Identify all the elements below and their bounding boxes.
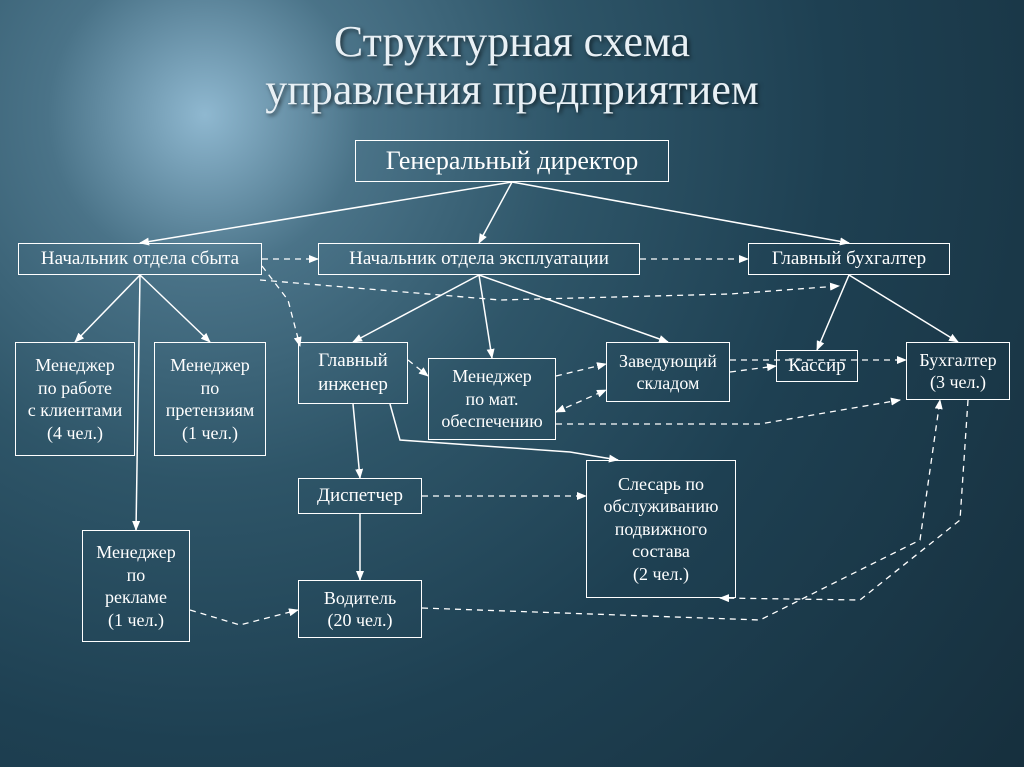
edge-dashed: [556, 364, 606, 376]
edge-solid: [136, 275, 140, 530]
node-mgr_clients: Менеджерпо работес клиентами(4 чел.): [15, 342, 135, 456]
edge-dashed: [260, 280, 839, 300]
node-mgr_ads: Менеджерпорекламе(1 чел.): [82, 530, 190, 642]
edge-dashed: [408, 360, 428, 376]
node-chief_acc: Главный бухгалтер: [748, 243, 950, 275]
slide-title: Структурная схемауправления предприятием: [0, 18, 1024, 115]
edge-dashed: [730, 366, 776, 372]
node-cashier: Кассир: [776, 350, 858, 382]
edge-solid: [512, 182, 849, 243]
edge-solid: [817, 275, 849, 350]
edge-solid: [75, 275, 140, 342]
node-gen_dir: Генеральный директор: [355, 140, 669, 182]
edge-solid: [353, 275, 479, 342]
edge-dashed: [190, 610, 298, 625]
edge-solid: [479, 275, 668, 342]
edge-solid: [479, 275, 492, 358]
node-dispatcher: Диспетчер: [298, 478, 422, 514]
edge-dashed: [556, 390, 606, 412]
node-sales_head: Начальник отдела сбыта: [18, 243, 262, 275]
edge-solid: [849, 275, 958, 342]
edge-solid: [353, 404, 360, 478]
edge-solid: [479, 182, 512, 243]
node-mgr_claims: Менеджерпопретензиям(1 чел.): [154, 342, 266, 456]
node-mechanic: Слесарь пообслуживаниюподвижногосостава(…: [586, 460, 736, 598]
node-driver: Водитель(20 чел.): [298, 580, 422, 638]
node-mgr_supply: Менеджерпо мат.обеспечению: [428, 358, 556, 440]
node-ops_head: Начальник отдела эксплуатации: [318, 243, 640, 275]
node-warehouse: Заведующийскладом: [606, 342, 730, 402]
edge-dashed: [262, 266, 300, 346]
edge-solid: [140, 275, 210, 342]
node-accountant: Бухгалтер(3 чел.): [906, 342, 1010, 400]
edge-dashed: [556, 400, 900, 424]
slide: Структурная схемауправления предприятием…: [0, 0, 1024, 767]
edge-dashed: [720, 400, 968, 600]
edge-solid: [140, 182, 512, 243]
node-chief_eng: Главныйинженер: [298, 342, 408, 404]
